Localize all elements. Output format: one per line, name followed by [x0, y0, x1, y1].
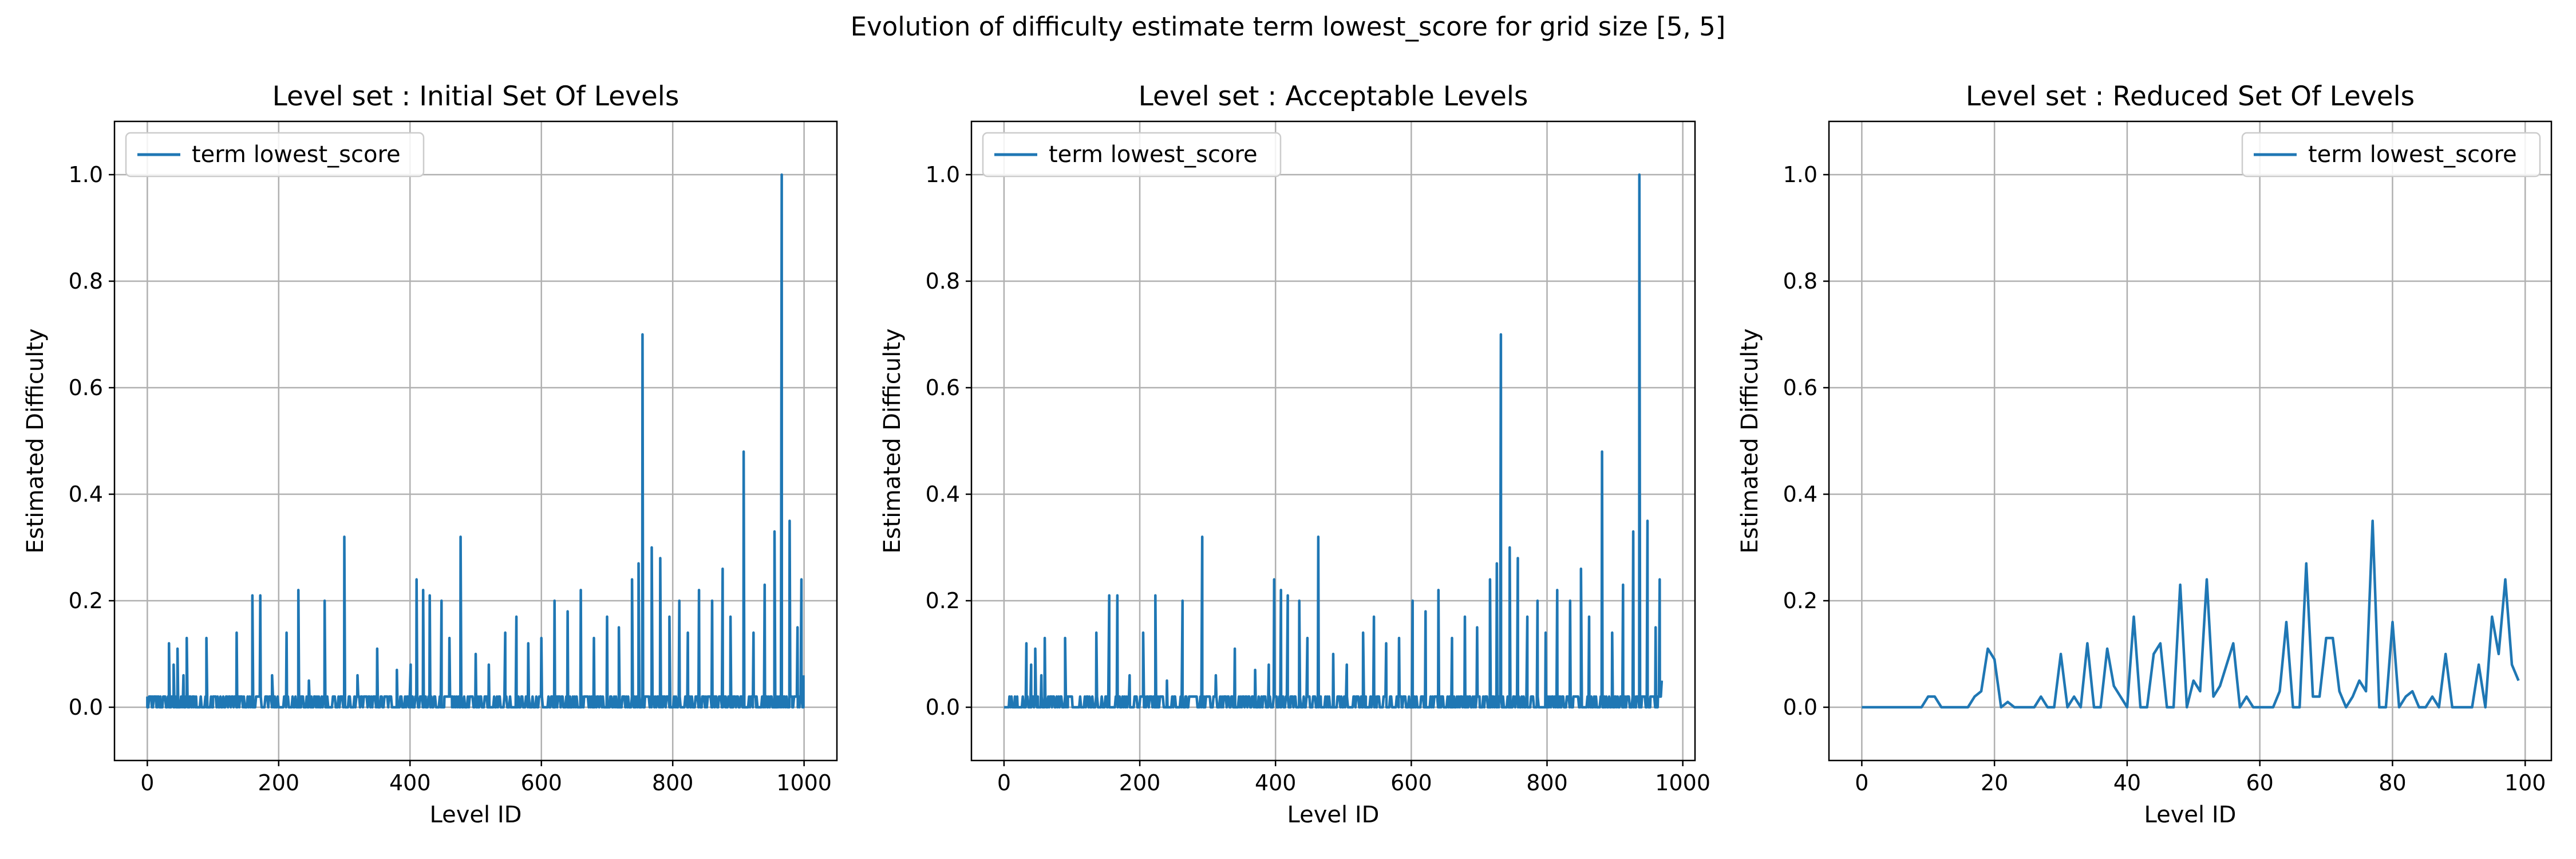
y-tick-label: 0.2: [1783, 588, 1818, 613]
x-tick-label: 100: [2504, 770, 2546, 795]
y-tick-label: 1.0: [1783, 162, 1818, 187]
y-tick-label: 0.6: [1783, 375, 1818, 400]
x-tick-label: 0: [1855, 770, 1868, 795]
legend: term lowest_score: [125, 132, 425, 178]
x-tick-label: 1000: [776, 770, 832, 795]
y-axis-label: Estimated Difficulty: [22, 328, 49, 553]
legend: term lowest_score: [982, 132, 1282, 178]
series-line-term-lowest-score: [1862, 519, 2520, 709]
x-tick-label: 0: [997, 770, 1011, 795]
x-tick-label: 600: [520, 770, 562, 795]
x-tick-label: 200: [258, 770, 300, 795]
legend-label: term lowest_score: [2308, 141, 2517, 168]
x-tick-label: 200: [1119, 770, 1161, 795]
x-tick-label: 400: [1255, 770, 1297, 795]
x-axis-label: Level ID: [1287, 802, 1380, 828]
x-tick-label: 600: [1390, 770, 1432, 795]
x-axis-label: Level ID: [430, 802, 522, 828]
legend-label: term lowest_score: [1049, 141, 1258, 168]
legend-box: [982, 132, 1282, 178]
x-axis-label: Level ID: [2144, 802, 2237, 828]
x-tick-label: 400: [389, 770, 431, 795]
x-tick-label: 800: [1526, 770, 1568, 795]
y-tick-label: 0.2: [69, 588, 103, 613]
subplot-3: 0 20 40 60 80 100 0.0 0.2 0.4 0.6 0.8 1.0 Level set …: [1737, 81, 2553, 828]
y-tick-label: 0.0: [69, 695, 103, 720]
y-tick-label: 0.8: [69, 269, 103, 294]
subplot-1: 0 200 400 600 800 1000 0.0 0.2 0.4 0.6 0.8 1.0 Level…: [22, 81, 838, 828]
x-tick-label: 40: [2113, 770, 2141, 795]
x-tick-label: 20: [1981, 770, 2008, 795]
y-tick-label: 0.6: [926, 375, 960, 400]
y-tick-label: 0.0: [926, 695, 960, 720]
y-tick-label: 0.8: [1783, 269, 1818, 294]
y-tick-label: 0.0: [1783, 695, 1818, 720]
x-tick-label: 1000: [1655, 770, 1710, 795]
y-axis-label: Estimated Difficulty: [879, 328, 906, 553]
subplot-title: Level set : Acceptable Levels: [1139, 81, 1528, 112]
y-tick-label: 0.6: [69, 375, 103, 400]
x-tick-label: 800: [652, 770, 694, 795]
series-line-term-lowest-score: [1003, 173, 1664, 709]
axes-frame: [113, 120, 838, 762]
axes-frame: [970, 120, 1696, 762]
y-tick-label: 0.4: [69, 482, 103, 507]
figure-title: Evolution of difficulty estimate term lo…: [851, 11, 1726, 42]
y-tick-label: 0.4: [1783, 482, 1818, 507]
x-tick-label: 60: [2246, 770, 2274, 795]
legend: term lowest_score: [2241, 132, 2541, 178]
y-tick-label: 0.8: [926, 269, 960, 294]
axes-frame: [1828, 120, 2553, 762]
x-tick-label: 0: [140, 770, 154, 795]
legend-box: [2241, 132, 2541, 178]
y-tick-label: 1.0: [926, 162, 960, 187]
series-line-term-lowest-score: [146, 173, 805, 709]
subplot-title: Level set : Reduced Set Of Levels: [1966, 81, 2415, 112]
y-tick-label: 0.2: [926, 588, 960, 613]
y-axis-label: Estimated Difficulty: [1737, 328, 1763, 553]
legend-box: [125, 132, 425, 178]
subplot-title: Level set : Initial Set Of Levels: [272, 81, 679, 112]
x-tick-label: 80: [2379, 770, 2406, 795]
y-tick-label: 0.4: [926, 482, 960, 507]
subplot-2: 0 200 400 600 800 1000 0.0 0.2 0.4 0.6 0.8 1.0 Level…: [879, 81, 1710, 828]
legend-label: term lowest_score: [192, 141, 401, 168]
y-tick-label: 1.0: [69, 162, 103, 187]
